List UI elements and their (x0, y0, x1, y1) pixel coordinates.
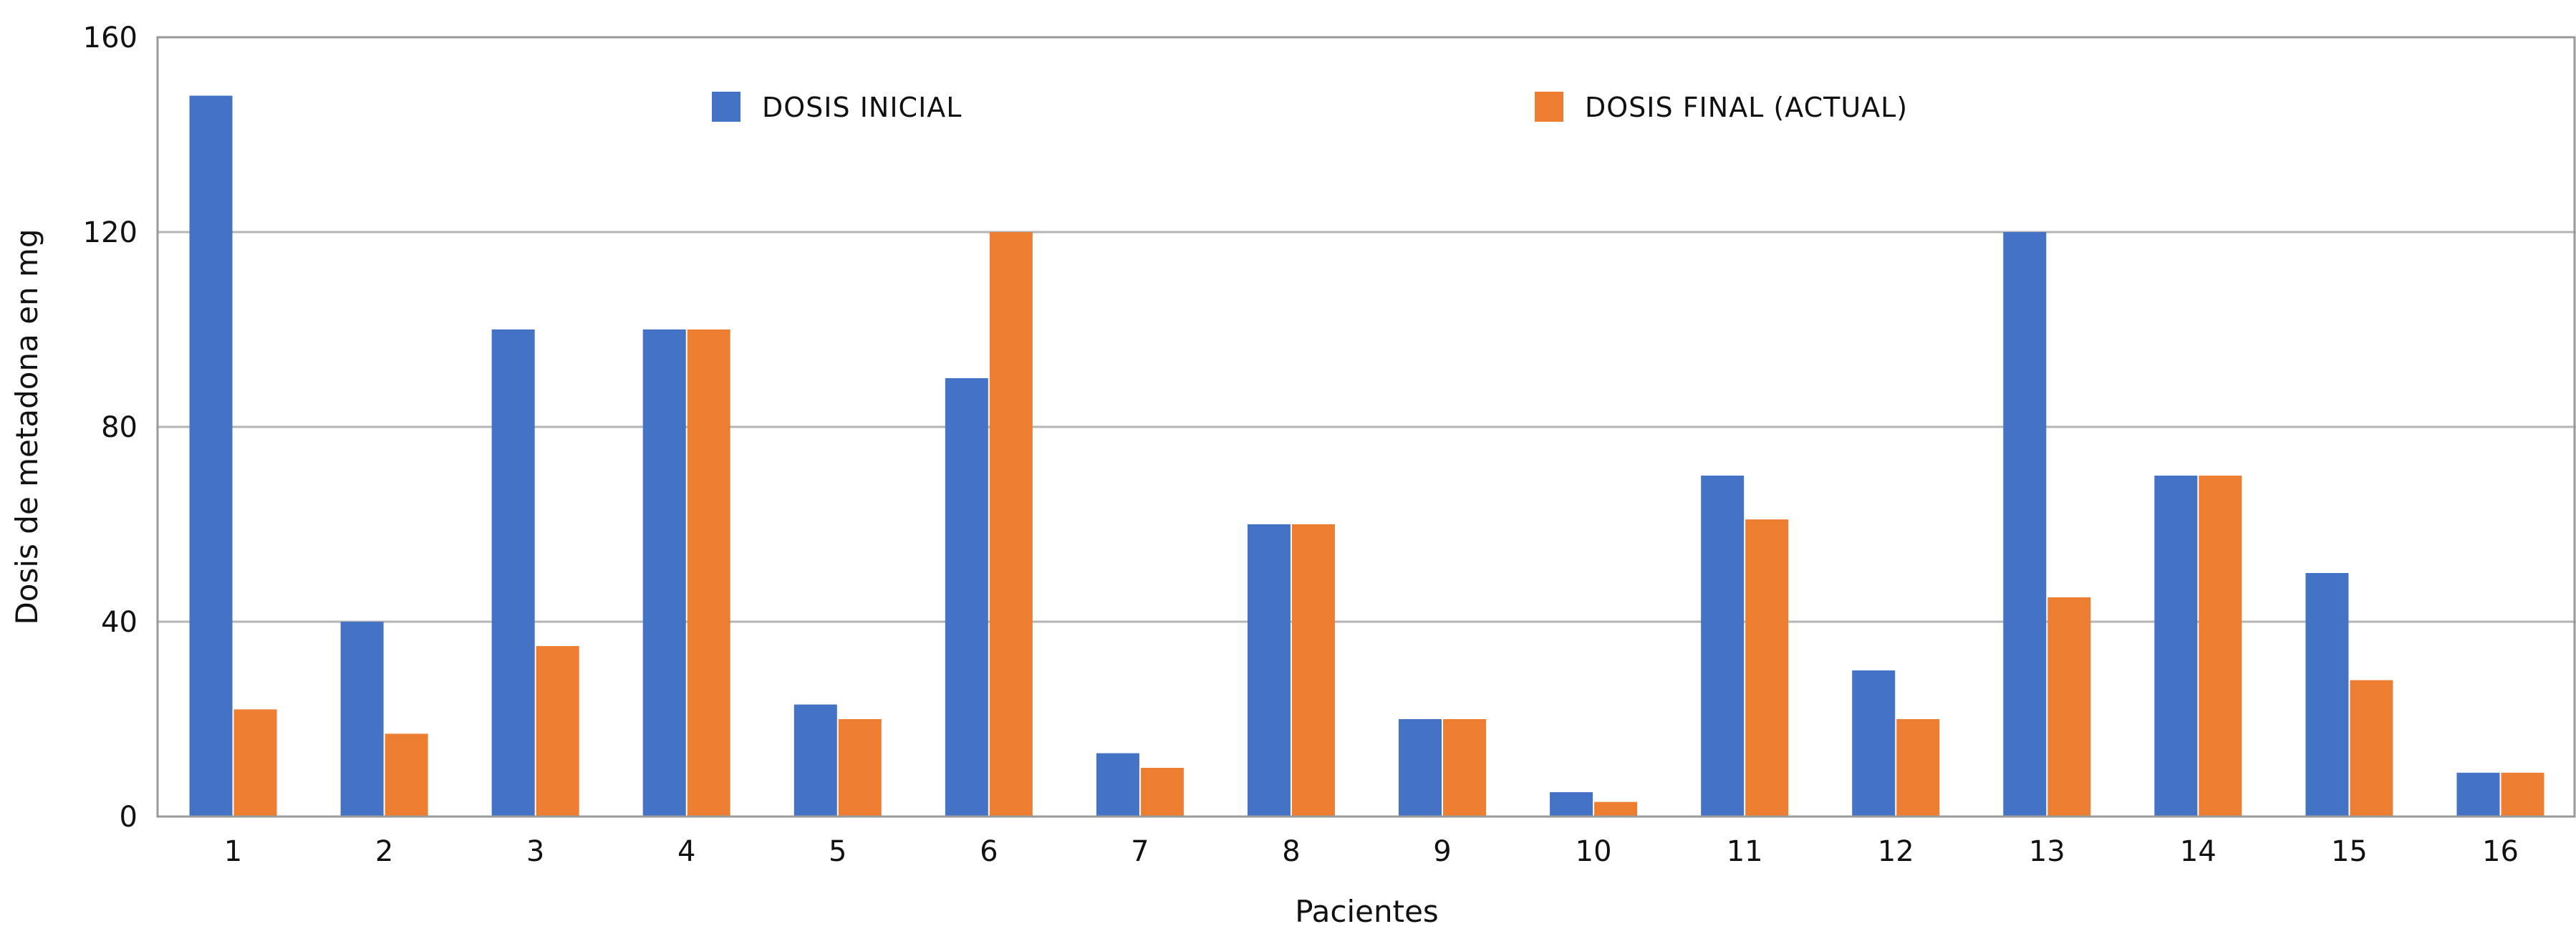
legend: DOSIS INICIAL DOSIS FINAL (ACTUAL) (712, 92, 1908, 123)
bar-dosis-final-3 (536, 646, 579, 817)
bar-dosis-inicial-16 (2456, 772, 2500, 817)
legend-label-dosis-inicial: DOSIS INICIAL (762, 92, 962, 123)
y-axis-ticks: 0 40 80 120 160 (83, 21, 138, 834)
bar-dosis-final-15 (2350, 680, 2393, 817)
x-tick-label: 9 (1433, 835, 1451, 868)
bar-dosis-inicial-5 (793, 704, 837, 817)
x-tick-label: 5 (829, 835, 846, 868)
bar-dosis-final-2 (385, 733, 428, 817)
bar-dosis-inicial-7 (1096, 753, 1139, 817)
bar-dosis-inicial-6 (945, 378, 988, 817)
bar-dosis-final-11 (1745, 519, 1789, 817)
bars (189, 95, 2544, 817)
y-tick-label: 40 (101, 606, 138, 639)
legend-label-dosis-final: DOSIS FINAL (ACTUAL) (1585, 92, 1908, 123)
axes (156, 36, 2576, 818)
y-tick-label: 160 (83, 21, 138, 54)
x-tick-label: 13 (2029, 835, 2065, 868)
y-tick-label: 120 (83, 216, 138, 249)
x-tick-label: 3 (526, 835, 544, 868)
x-tick-label: 16 (2482, 835, 2519, 868)
y-tick-label: 0 (120, 801, 138, 834)
x-tick-label: 15 (2331, 835, 2368, 868)
bar-dosis-final-12 (1896, 719, 1940, 817)
bar-dosis-inicial-12 (1852, 670, 1896, 817)
x-tick-label: 14 (2180, 835, 2216, 868)
bar-dosis-inicial-8 (1247, 524, 1291, 817)
bar-dosis-inicial-1 (189, 95, 233, 817)
legend-swatch-dosis-final (1535, 92, 1563, 122)
y-tick-label: 80 (101, 411, 138, 444)
bar-dosis-inicial-13 (2003, 232, 2047, 817)
bar-dosis-final-7 (1140, 768, 1184, 817)
bar-dosis-final-9 (1443, 719, 1487, 817)
bar-dosis-final-6 (989, 232, 1033, 817)
bar-dosis-final-14 (2199, 476, 2242, 817)
bar-dosis-final-1 (233, 709, 277, 817)
bar-dosis-inicial-3 (491, 329, 535, 817)
bar-dosis-inicial-4 (642, 329, 686, 817)
bar-dosis-final-4 (687, 329, 730, 817)
x-tick-label: 10 (1576, 835, 1612, 868)
bar-dosis-final-10 (1594, 801, 1638, 817)
bar-dosis-inicial-11 (1701, 476, 1745, 817)
x-tick-label: 12 (1878, 835, 1914, 868)
legend-swatch-dosis-inicial (712, 92, 741, 122)
bar-dosis-inicial-9 (1399, 719, 1442, 817)
x-tick-label: 7 (1131, 835, 1149, 868)
x-tick-label: 4 (677, 835, 695, 868)
bar-dosis-final-5 (838, 719, 882, 817)
y-axis-title: Dosis de metadona en mg (9, 228, 44, 625)
x-axis-ticks: 1 2 3 4 5 6 7 8 9 10 11 12 13 14 15 16 (224, 835, 2519, 868)
x-axis-title: Pacientes (1295, 894, 1439, 929)
bar-dosis-inicial-2 (340, 622, 384, 817)
bar-dosis-final-8 (1291, 524, 1335, 817)
bar-dosis-inicial-14 (2154, 476, 2198, 817)
bar-dosis-inicial-15 (2305, 573, 2349, 817)
x-tick-label: 8 (1282, 835, 1300, 868)
bar-dosis-final-13 (2047, 597, 2091, 817)
x-tick-label: 1 (224, 835, 242, 868)
x-tick-label: 2 (375, 835, 393, 868)
bar-dosis-inicial-10 (1550, 792, 1593, 817)
x-tick-label: 11 (1727, 835, 1763, 868)
plot-frame (156, 36, 2576, 818)
bar-dosis-final-16 (2501, 772, 2544, 817)
x-tick-label: 6 (980, 835, 998, 868)
